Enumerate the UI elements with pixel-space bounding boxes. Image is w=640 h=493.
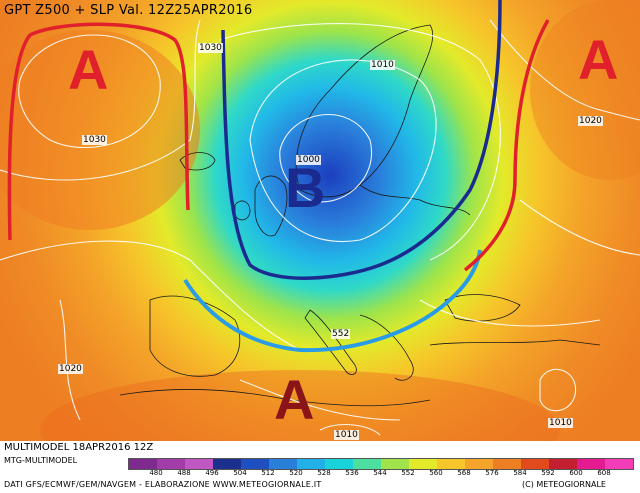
isobars [0,19,640,436]
legend-tick-label: 512 [261,469,275,477]
legend-tick-label: 552 [401,469,415,477]
legend-swatch [213,459,241,469]
legend-tick-label: 576 [485,469,499,477]
legend-swatch [157,459,185,469]
color-scale-ticks: 480 488 496 504 512 520 528 536 544 552 560 568 576 5… [128,469,632,479]
legend-swatch [493,459,521,469]
legend-tick-label: 600 [569,469,583,477]
british-isles [234,175,288,237]
legend-swatch [269,459,297,469]
legend-swatch [381,459,409,469]
trough-axis-blue [221,0,502,280]
legend-tick-label: 520 [289,469,303,477]
isobar-label: 1030 [82,135,107,145]
high-pressure-label-atlantic: A [68,38,109,101]
legend-swatch [577,459,605,469]
north-africa-coast [119,389,431,407]
model-name-label: MTG-MULTIMODEL [4,456,78,465]
black-sea-coast [444,294,521,322]
legend-tick-label: 568 [457,469,471,477]
legend-swatch [549,459,577,469]
legend-tick-label: 592 [541,469,555,477]
low-pressure-label: B [285,156,326,219]
map-footer: MULTIMODEL 18APR2016 12Z MTG-MULTIMODEL … [0,441,640,493]
ridge-axis-red-west [7,22,190,241]
legend-swatch [437,459,465,469]
legend-tick-label: 504 [233,469,247,477]
isobar-label: 1000 [296,155,321,165]
anatolia-coast [429,339,601,346]
legend-tick-label: 584 [513,469,527,477]
isobar-label: 1020 [58,364,83,374]
isobar-label: 1010 [548,418,573,428]
map-canvas [0,0,640,441]
geopotential-552-line [183,249,482,353]
legend-swatch [325,459,353,469]
legend-swatch [409,459,437,469]
ridge-axis-red-east [463,19,550,272]
map-title: GPT Z500 + SLP Val. 12Z25APR2016 [4,3,253,18]
legend-swatch [521,459,549,469]
isobar-label: 1010 [370,60,395,70]
iceland [179,152,216,171]
legend-swatch [605,459,633,469]
legend-swatch [465,459,493,469]
color-scale-legend [128,458,634,470]
legend-swatch [241,459,269,469]
legend-tick-label: 528 [317,469,331,477]
legend-swatch [129,459,157,469]
scandinavia-coast [295,24,434,198]
legend-tick-label: 608 [597,469,611,477]
legend-tick-label: 560 [429,469,443,477]
legend-tick-label: 480 [149,469,163,477]
legend-tick-label: 544 [373,469,387,477]
isobar-label: 1020 [578,116,603,126]
legend-swatch [353,459,381,469]
isobar-label: 1010 [334,430,359,440]
copyright-text: (C) METEOGIORNALE [522,480,606,489]
warm-core-south [40,370,560,441]
balkan-coast [359,314,414,381]
model-run-label: MULTIMODEL 18APR2016 12Z [4,442,154,453]
weather-map: GPT Z500 + SLP Val. 12Z25APR2016 A A A B… [0,0,640,441]
legend-tick-label: 496 [205,469,219,477]
legend-tick-label: 488 [177,469,191,477]
high-pressure-label-south: A [274,368,315,431]
isobar-label: 1030 [198,43,223,53]
legend-tick-label: 536 [345,469,359,477]
coastlines [119,24,601,407]
legend-swatch [185,459,213,469]
data-sources-text: DATI GFS/ECMWF/GEM/NAVGEM - ELABORAZIONE… [4,480,322,489]
isobar-label-552: 552 [331,329,351,339]
warm-core-east [530,0,640,180]
high-pressure-label-east: A [578,28,619,91]
legend-swatch [297,459,325,469]
iberia-coast [149,295,241,377]
